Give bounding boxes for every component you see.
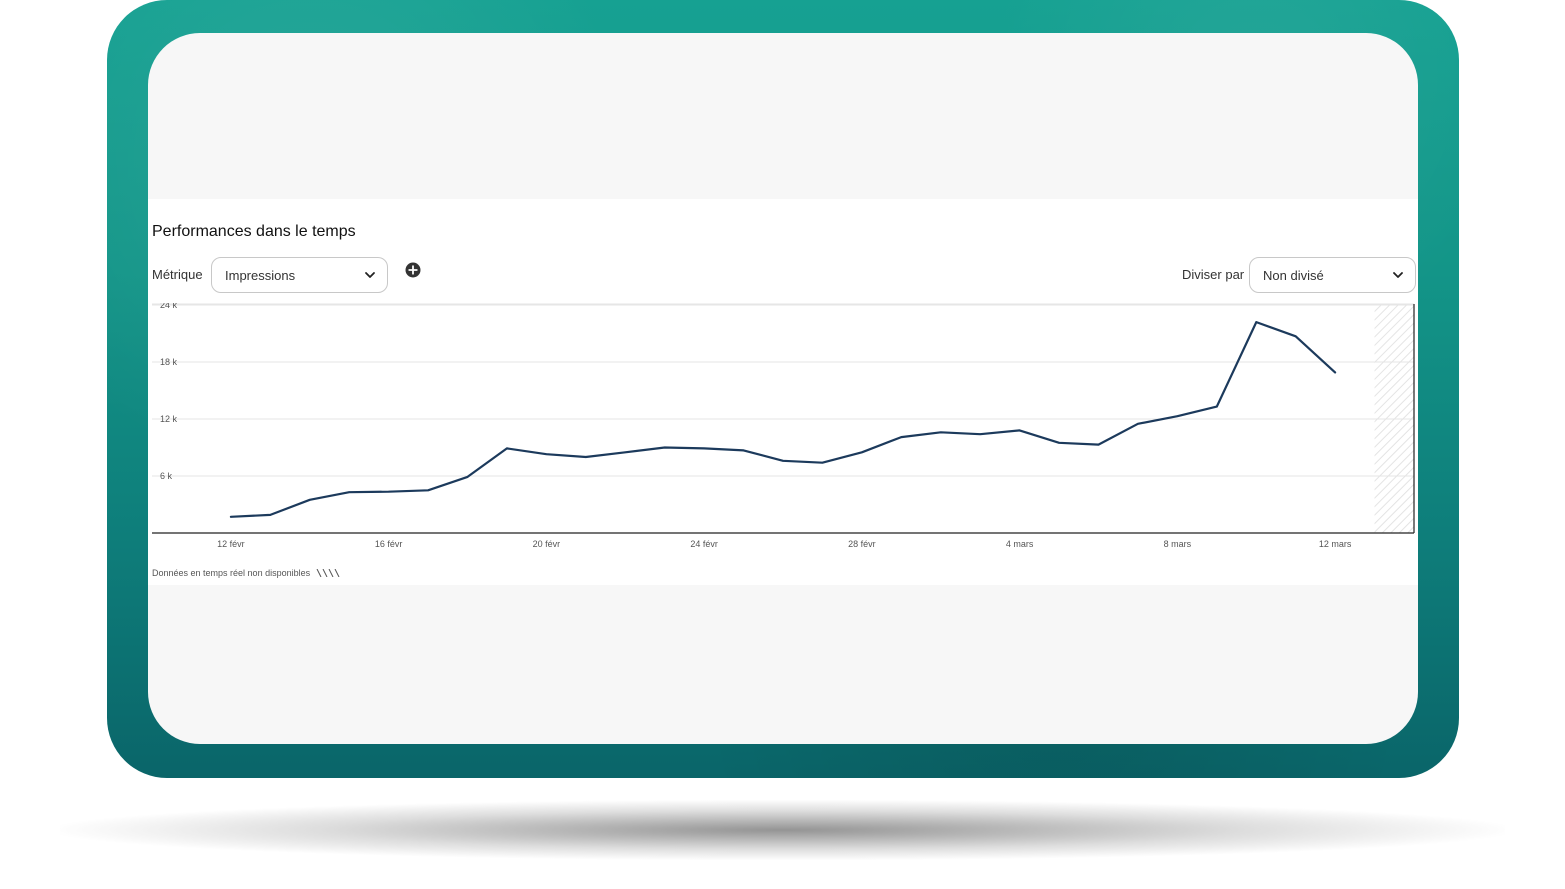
split-label: Diviser par: [1182, 267, 1245, 282]
x-tick-label: 4 mars: [1006, 539, 1034, 549]
data-point: [387, 490, 390, 493]
footnote: Données en temps réel non disponibles: [152, 568, 342, 578]
data-point: [939, 431, 942, 434]
data-point: [624, 451, 627, 454]
data-point: [742, 449, 745, 452]
chart-grid: [152, 303, 1414, 477]
split-select[interactable]: Non divisé: [1249, 257, 1416, 293]
chart-axes: [152, 304, 1415, 534]
data-point: [1334, 371, 1336, 374]
data-point: [348, 491, 350, 493]
data-point: [230, 516, 232, 518]
data-point: [506, 447, 508, 450]
metric-select[interactable]: Impressions: [211, 257, 388, 293]
data-point: [1018, 429, 1021, 432]
y-tick-label: 18 k: [160, 357, 178, 367]
data-point: [427, 489, 429, 492]
performance-card: Performances dans le temps Métrique Impr…: [148, 199, 1418, 585]
device-shadow: [60, 800, 1505, 860]
footnote-text: Données en temps réel non disponibles: [152, 568, 311, 578]
split-select-value: Non divisé: [1263, 268, 1324, 283]
data-point: [1176, 415, 1179, 417]
data-point: [782, 460, 784, 462]
chevron-down-icon: [365, 272, 375, 278]
data-point: [466, 476, 469, 478]
metric-label: Métrique: [152, 267, 203, 282]
data-point: [1294, 335, 1297, 338]
unavailable-hatch: [1374, 305, 1414, 533]
y-tick-label: 24 k: [160, 303, 178, 310]
data-point: [703, 447, 705, 450]
data-point: [861, 451, 863, 454]
x-axis-labels: 12 févr 16 févr 20 févr 24 févr 28 févr 4 mar…: [217, 539, 1352, 549]
data-point: [663, 446, 666, 449]
chevron-down-icon: [1393, 272, 1403, 278]
x-tick-label: 20 févr: [533, 539, 561, 549]
y-tick-label: 12 k: [160, 414, 178, 424]
data-point: [1058, 441, 1060, 444]
data-point: [1216, 405, 1218, 408]
unavailable-zone: [1374, 305, 1414, 533]
x-tick-label: 24 févr: [690, 539, 718, 549]
hatch-pattern-icon: [316, 569, 340, 577]
data-point: [545, 453, 548, 455]
card-title: Performances dans le temps: [152, 223, 356, 240]
x-tick-label: 8 mars: [1164, 539, 1192, 549]
metric-select-value: Impressions: [225, 268, 296, 283]
data-point: [979, 433, 981, 435]
y-axis-labels: 6 k 12 k 18 k 24 k: [160, 303, 178, 481]
data-point: [1255, 321, 1258, 323]
data-point: [1097, 443, 1100, 446]
x-tick-label: 28 févr: [848, 539, 876, 549]
app-screen: Performances dans le temps Métrique Impr…: [148, 33, 1418, 744]
x-tick-label: 12 mars: [1319, 539, 1352, 549]
x-tick-label: 16 févr: [375, 539, 403, 549]
series-group: [229, 321, 1337, 518]
impressions-line-chart: 6 k 12 k 18 k 24 k 12 févr 16 févr 20 févr 24 …: [152, 303, 1415, 549]
data-point: [269, 514, 272, 516]
data-point: [900, 436, 903, 438]
plus-circle-icon[interactable]: [405, 262, 421, 278]
data-point: [308, 498, 311, 501]
data-point: [585, 456, 587, 458]
data-point: [1137, 422, 1139, 425]
data-point: [821, 461, 824, 464]
x-tick-label: 12 févr: [217, 539, 245, 549]
y-tick-label: 6 k: [160, 471, 173, 481]
